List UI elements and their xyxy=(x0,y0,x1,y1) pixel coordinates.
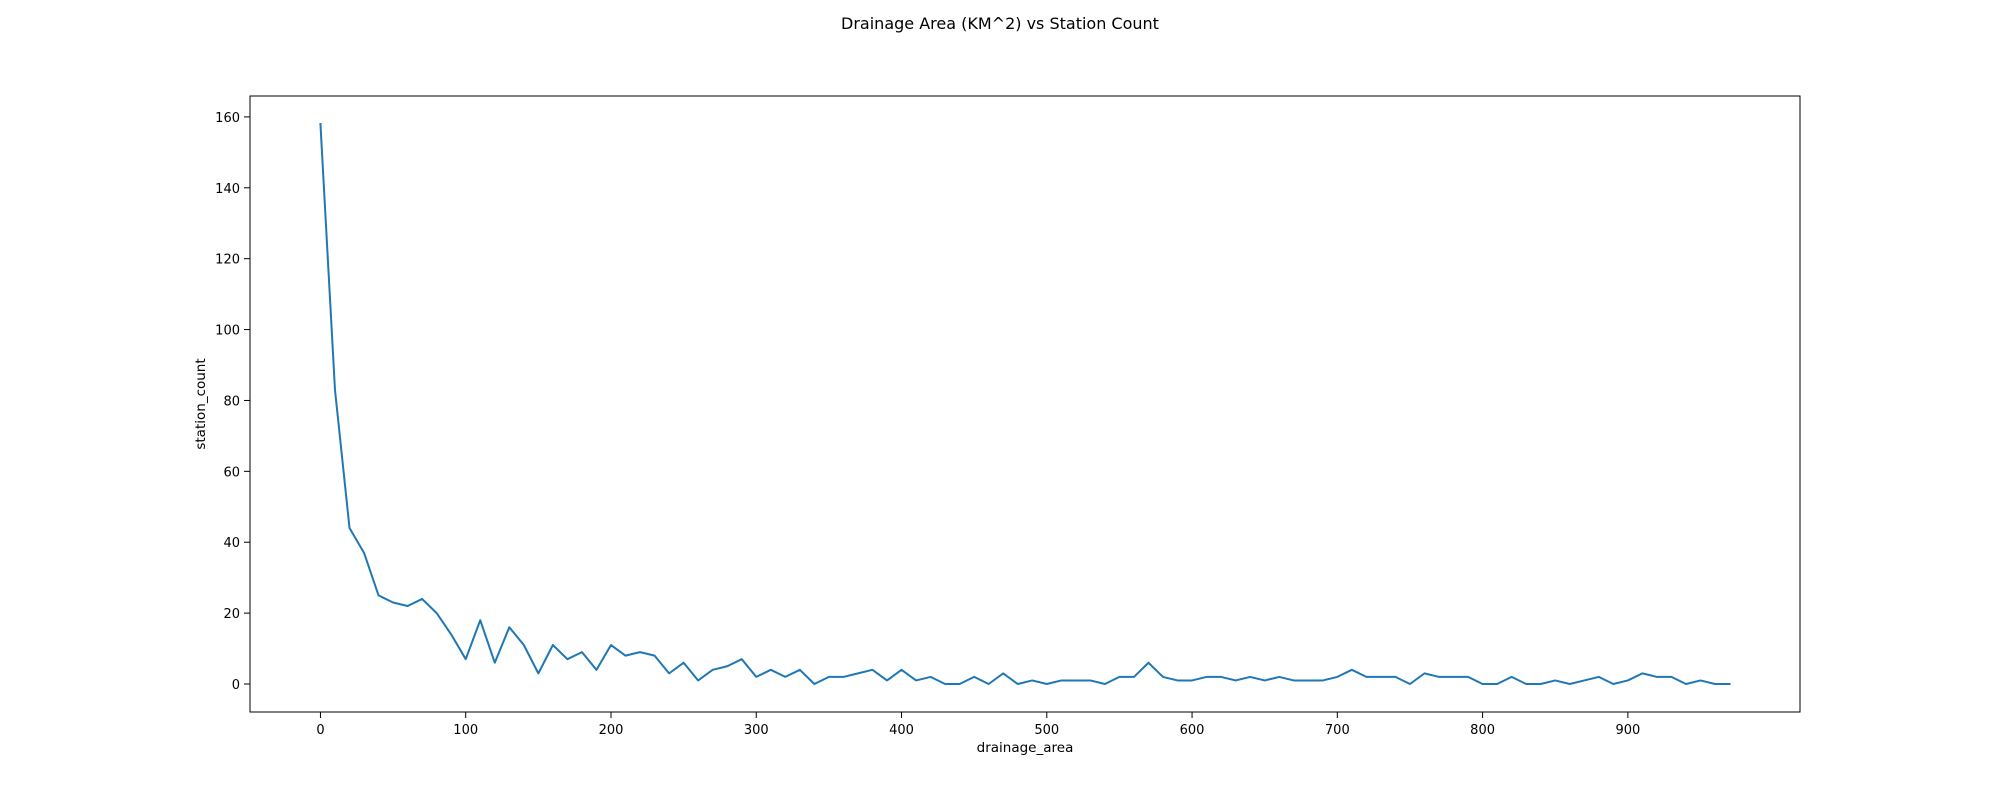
y-tick-label: 60 xyxy=(223,465,240,480)
y-axis-ticks: 0 20 40 60 80 100 120 140 160 xyxy=(215,111,250,693)
y-tick-label: 140 xyxy=(215,182,240,197)
x-tick-label: 900 xyxy=(1615,723,1640,738)
x-axis-label: drainage_area xyxy=(977,740,1074,756)
x-tick-label: 300 xyxy=(744,723,769,738)
x-tick-label: 100 xyxy=(453,723,478,738)
series-line xyxy=(319,122,1731,685)
y-tick-label: 100 xyxy=(215,324,240,339)
y-tick-label: 80 xyxy=(223,394,240,409)
x-tick-label: 400 xyxy=(889,723,914,738)
x-tick-label: 0 xyxy=(316,723,324,738)
y-tick-label: 160 xyxy=(215,111,240,126)
x-axis-ticks: 0 100 200 300 400 500 600 700 800 900 xyxy=(316,712,1640,738)
plot-frame xyxy=(249,95,1801,713)
y-tick-label: 120 xyxy=(215,253,240,268)
y-tick-label: 0 xyxy=(232,678,240,693)
x-tick-label: 800 xyxy=(1470,723,1495,738)
x-tick-label: 500 xyxy=(1034,723,1059,738)
y-tick-label: 20 xyxy=(223,607,240,622)
x-tick-label: 600 xyxy=(1180,723,1205,738)
chart-title: Drainage Area (KM^2) vs Station Count xyxy=(841,14,1159,33)
x-tick-label: 700 xyxy=(1325,723,1350,738)
x-tick-label: 200 xyxy=(599,723,624,738)
y-tick-label: 40 xyxy=(223,536,240,551)
y-axis-label: station_count xyxy=(193,358,209,449)
